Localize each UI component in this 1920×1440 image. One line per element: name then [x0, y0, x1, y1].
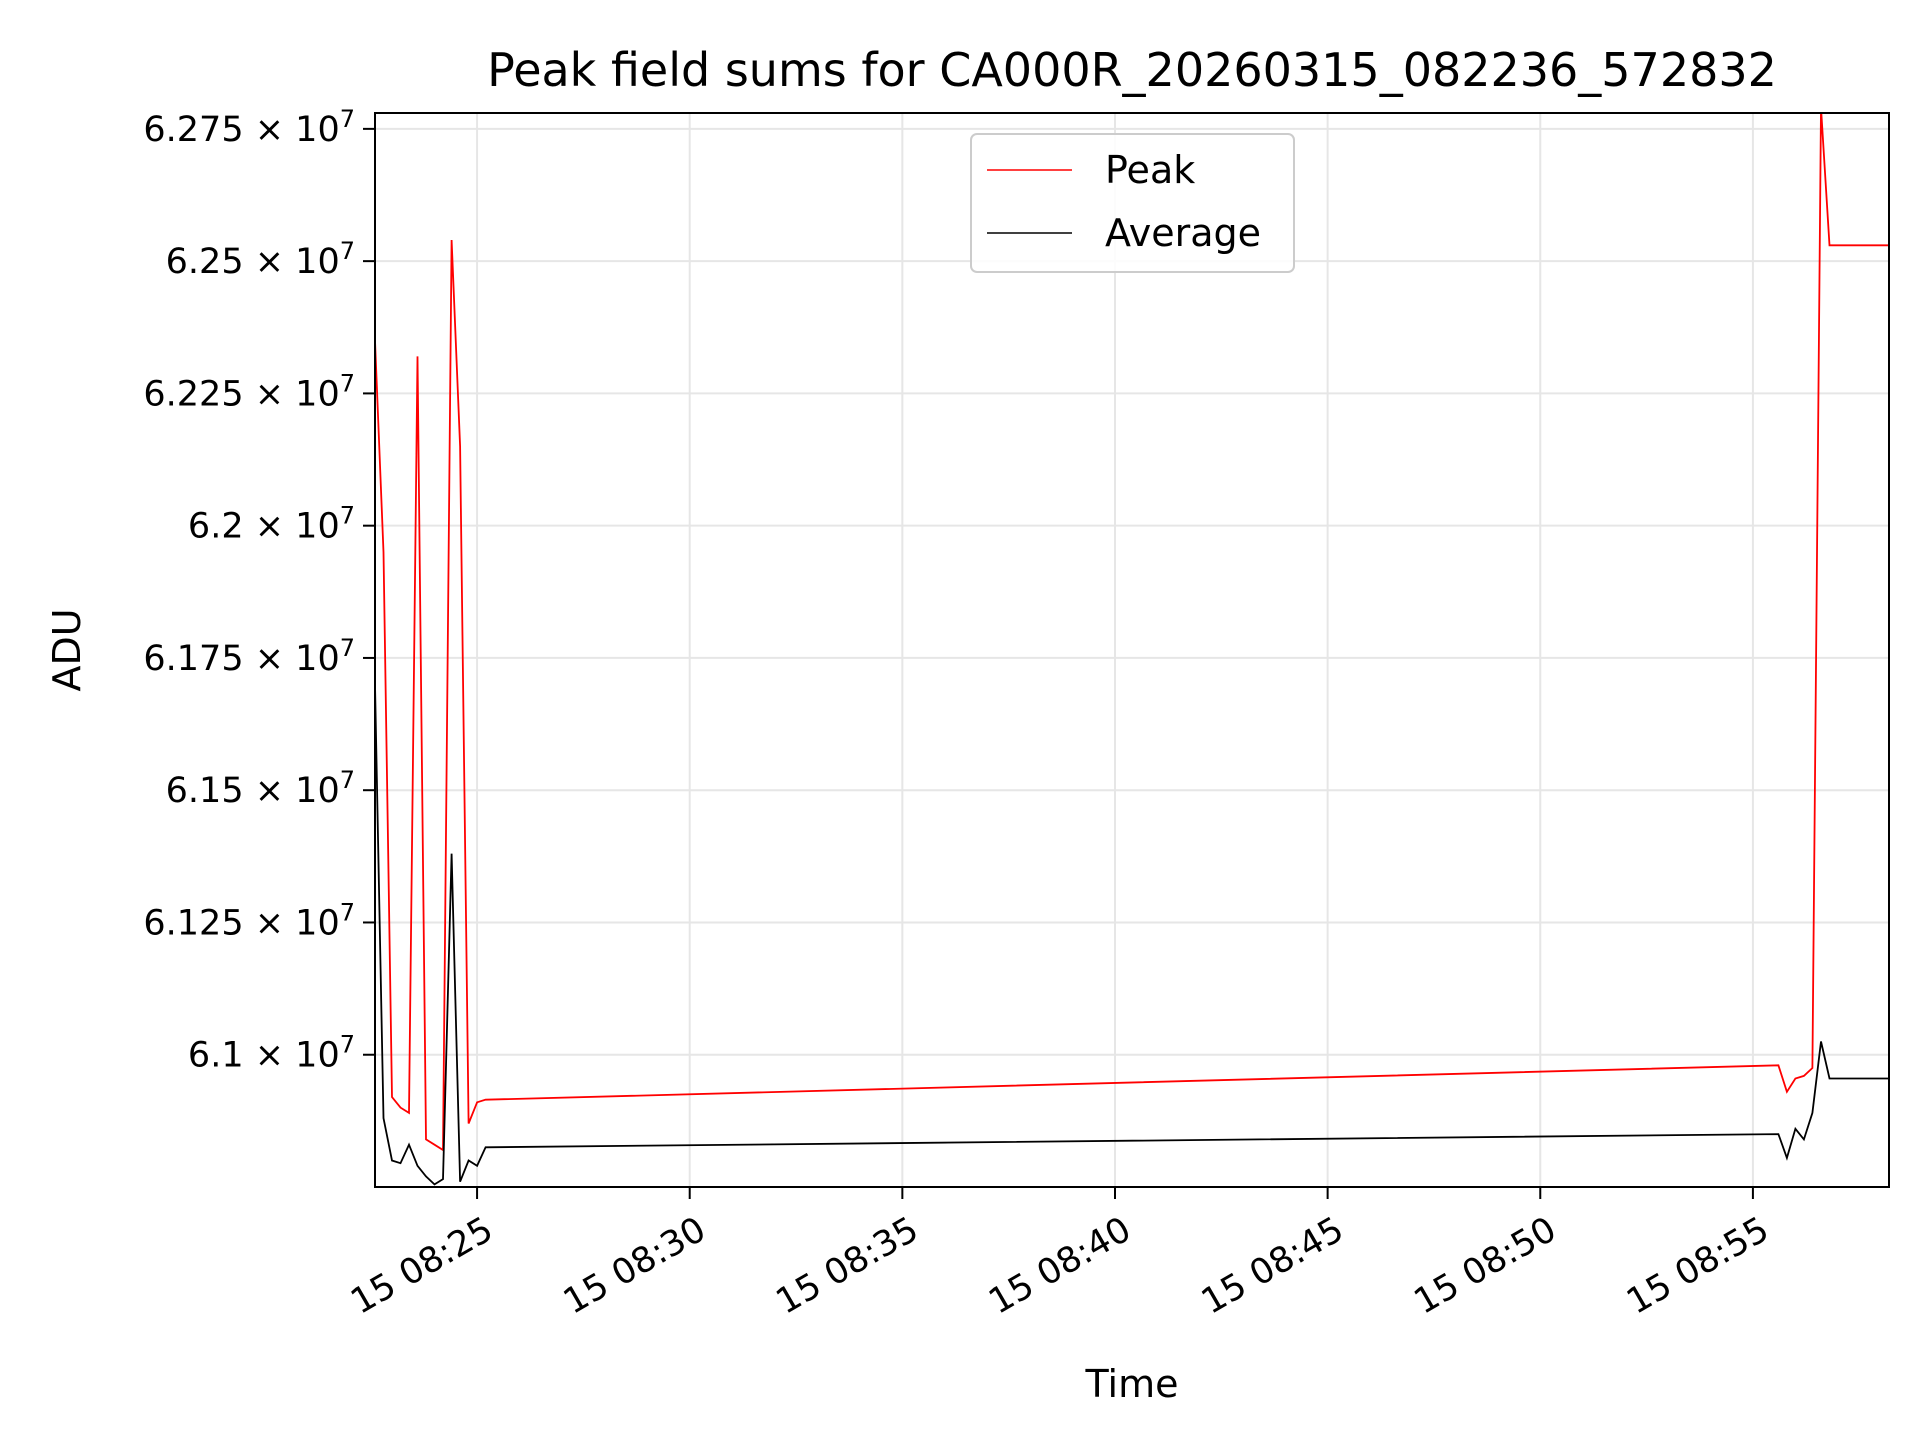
y-tick-label: 6.15 × 107	[166, 766, 355, 811]
series-line-average	[375, 684, 1889, 1186]
y-tick-label: 6.175 × 107	[143, 634, 355, 679]
plot-frame	[374, 112, 1890, 1188]
y-tick-label: 6.225 × 107	[143, 369, 355, 414]
y-axis: 6.1 × 107 6.125 × 107 6.15 × 107 6.175 × 10…	[143, 105, 375, 1076]
legend-label-peak: Peak	[1105, 148, 1195, 192]
y-tick-label: 6.1 × 107	[188, 1031, 355, 1076]
x-axis-title: Time	[1085, 1362, 1179, 1406]
y-axis-title: ADU	[45, 608, 89, 691]
y-tick-label: 6.275 × 107	[143, 105, 355, 150]
legend: Peak Average	[970, 133, 1295, 273]
legend-box	[970, 133, 1295, 273]
y-tick-label: 6.2 × 107	[188, 502, 355, 547]
chart-title: Peak field sums for CA000R_20260315_0822…	[487, 43, 1777, 97]
legend-label-average: Average	[1105, 211, 1261, 255]
y-tick-label: 6.125 × 107	[143, 898, 355, 943]
series-layer	[375, 113, 1889, 1186]
y-tick-label: 6.25 × 107	[166, 237, 355, 282]
plot-area	[375, 113, 1889, 1187]
series-line-peak	[375, 113, 1889, 1152]
